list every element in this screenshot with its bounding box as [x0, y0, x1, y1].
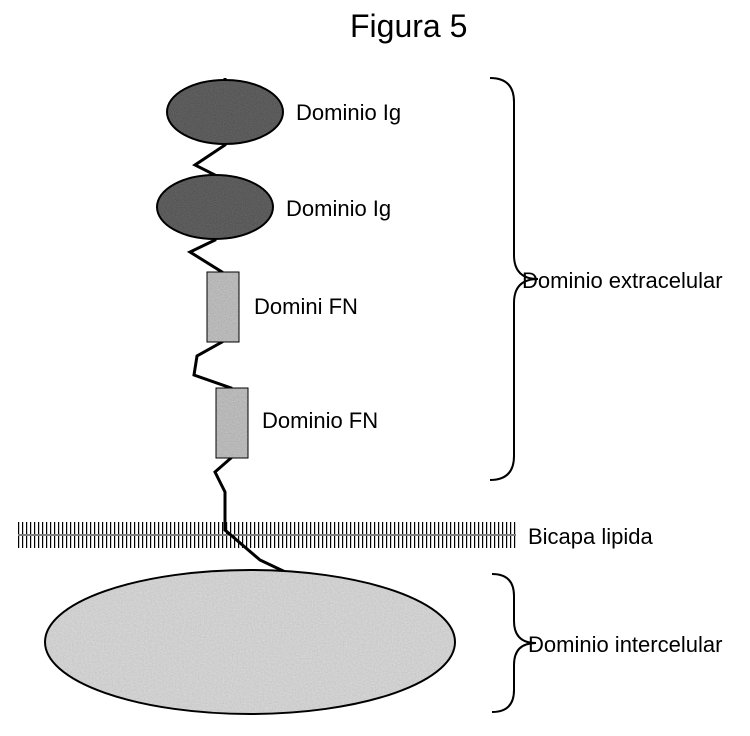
fn-domain-1 — [207, 272, 239, 342]
label-fn-domain-2: Dominio FN — [262, 408, 378, 434]
label-intracellular: Dominio intercelular — [528, 632, 722, 658]
protein-backbone — [190, 78, 298, 578]
membrane-bottom-leaflet — [18, 536, 515, 548]
fn-domain-2 — [216, 388, 248, 458]
label-ig-domain-2: Dominio Ig — [286, 196, 391, 222]
label-extracellular: Dominio extracelular — [522, 268, 723, 294]
ig-domain-1 — [167, 80, 283, 144]
label-membrane: Bicapa lipida — [528, 524, 653, 550]
label-fn-domain-1: Domini FN — [254, 294, 358, 320]
ig-domain-2 — [157, 175, 273, 239]
figure-title: Figura 5 — [350, 8, 467, 45]
membrane-top-leaflet — [18, 522, 515, 534]
intracellular-domain-shape — [45, 570, 455, 714]
label-ig-domain-1: Dominio Ig — [296, 100, 401, 126]
